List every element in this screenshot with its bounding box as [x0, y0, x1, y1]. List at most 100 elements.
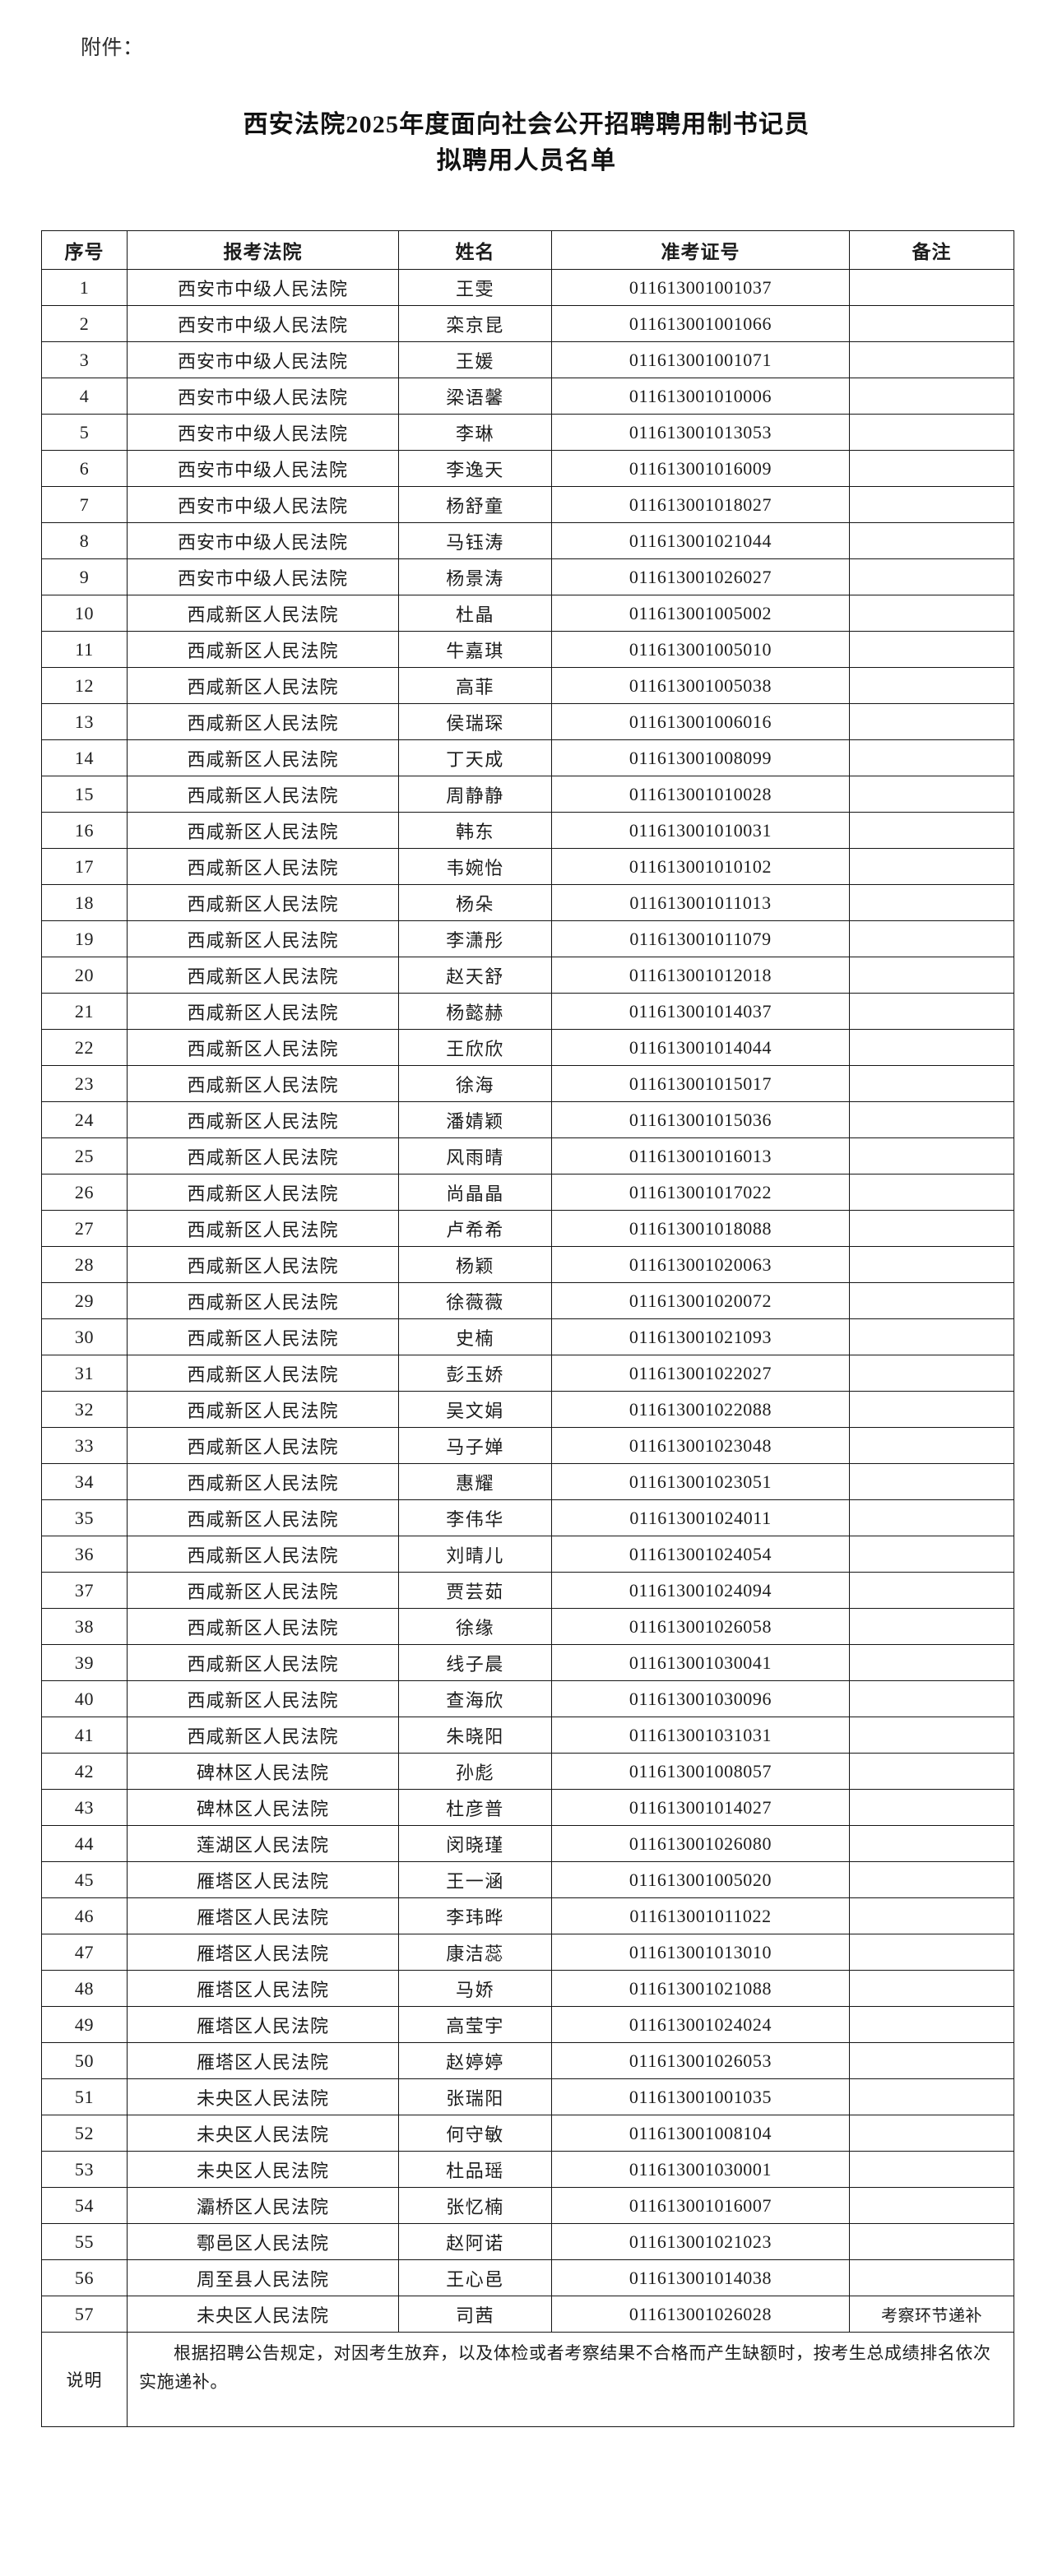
cell-exam-no: 011613001030001 — [551, 2151, 850, 2188]
cell-seq: 57 — [41, 2296, 128, 2333]
cell-court: 西咸新区人民法院 — [127, 1427, 399, 1464]
table-row: 27 西咸新区人民法院 卢希希 011613001018088 — [41, 1210, 1014, 1247]
table-row: 7 西安市中级人民法院 杨舒童 011613001018027 — [41, 486, 1014, 523]
cell-name: 张瑞阳 — [398, 2078, 552, 2115]
cell-name: 赵阿诺 — [398, 2223, 552, 2260]
cell-court: 西咸新区人民法院 — [127, 1536, 399, 1573]
cell-seq: 45 — [41, 1861, 128, 1898]
cell-court: 西咸新区人民法院 — [127, 1644, 399, 1681]
cell-remark — [849, 1934, 1014, 1971]
cell-name: 徐缘 — [398, 1608, 552, 1645]
cell-exam-no: 011613001008099 — [551, 739, 850, 776]
table-row: 23 西咸新区人民法院 徐海 011613001015017 — [41, 1065, 1014, 1102]
cell-name: 王雯 — [398, 269, 552, 306]
cell-court: 西咸新区人民法院 — [127, 1680, 399, 1717]
table-row: 22 西咸新区人民法院 王欣欣 011613001014044 — [41, 1029, 1014, 1066]
cell-name: 王欣欣 — [398, 1029, 552, 1066]
table-row: 50 雁塔区人民法院 赵婷婷 011613001026053 — [41, 2042, 1014, 2079]
cell-exam-no: 011613001005010 — [551, 631, 850, 668]
cell-court: 莲湖区人民法院 — [127, 1825, 399, 1862]
cell-remark — [849, 305, 1014, 342]
cell-remark — [849, 1644, 1014, 1681]
cell-remark — [849, 2115, 1014, 2152]
table-row: 40 西咸新区人民法院 查海欣 011613001030096 — [41, 1680, 1014, 1717]
cell-exam-no: 011613001024054 — [551, 1536, 850, 1573]
cell-name: 王媛 — [398, 341, 552, 378]
note-text: 根据招聘公告规定，对因考生放弃，以及体检或者考察结果不合格而产生缺额时，按考生总… — [139, 2343, 991, 2392]
table-row: 3 西安市中级人民法院 王媛 011613001001071 — [41, 341, 1014, 378]
cell-name: 王一涵 — [398, 1861, 552, 1898]
cell-seq: 29 — [41, 1282, 128, 1319]
table-body: 1 西安市中级人民法院 王雯 011613001001037 2 西安市中级人民法院 栾京昆… — [41, 269, 1014, 2333]
cell-exam-no: 011613001001066 — [551, 305, 850, 342]
cell-court: 西咸新区人民法院 — [127, 1282, 399, 1319]
cell-name: 高菲 — [398, 667, 552, 704]
table-row: 17 西咸新区人民法院 韦婉怡 011613001010102 — [41, 848, 1014, 885]
cell-name: 彭玉娇 — [398, 1355, 552, 1392]
cell-remark — [849, 1825, 1014, 1862]
cell-exam-no: 011613001022027 — [551, 1355, 850, 1392]
cell-remark — [849, 2187, 1014, 2224]
cell-remark — [849, 776, 1014, 813]
cell-exam-no: 011613001012018 — [551, 957, 850, 994]
table-row: 33 西咸新区人民法院 马子婵 011613001023048 — [41, 1427, 1014, 1464]
cell-exam-no: 011613001023051 — [551, 1463, 850, 1500]
cell-exam-no: 011613001015036 — [551, 1101, 850, 1138]
table-row: 41 西咸新区人民法院 朱晓阳 011613001031031 — [41, 1717, 1014, 1754]
table-row: 6 西安市中级人民法院 李逸天 011613001016009 — [41, 450, 1014, 487]
cell-exam-no: 011613001030041 — [551, 1644, 850, 1681]
cell-name: 周静静 — [398, 776, 552, 813]
cell-name: 杨颖 — [398, 1246, 552, 1283]
cell-name: 梁语馨 — [398, 378, 552, 415]
cell-seq: 4 — [41, 378, 128, 415]
cell-remark — [849, 2078, 1014, 2115]
cell-seq: 41 — [41, 1717, 128, 1754]
cell-exam-no: 011613001024024 — [551, 2006, 850, 2043]
cell-exam-no: 011613001010031 — [551, 812, 850, 849]
cell-remark — [849, 414, 1014, 451]
cell-court: 西咸新区人民法院 — [127, 667, 399, 704]
cell-exam-no: 011613001001037 — [551, 269, 850, 306]
table-row: 55 鄠邑区人民法院 赵阿诺 011613001021023 — [41, 2223, 1014, 2260]
cell-name: 马子婵 — [398, 1427, 552, 1464]
cell-court: 西咸新区人民法院 — [127, 1246, 399, 1283]
cell-court: 西安市中级人民法院 — [127, 522, 399, 559]
cell-seq: 50 — [41, 2042, 128, 2079]
cell-seq: 19 — [41, 920, 128, 957]
cell-exam-no: 011613001026053 — [551, 2042, 850, 2079]
cell-name: 杜品瑶 — [398, 2151, 552, 2188]
table-row: 51 未央区人民法院 张瑞阳 011613001001035 — [41, 2078, 1014, 2115]
cell-seq: 13 — [41, 703, 128, 740]
cell-seq: 36 — [41, 1536, 128, 1573]
table-row: 32 西咸新区人民法院 吴文娟 011613001022088 — [41, 1391, 1014, 1428]
cell-court: 雁塔区人民法院 — [127, 1970, 399, 2007]
cell-remark — [849, 920, 1014, 957]
cell-seq: 20 — [41, 957, 128, 994]
cell-exam-no: 011613001031031 — [551, 1717, 850, 1754]
cell-remark — [849, 450, 1014, 487]
cell-court: 西咸新区人民法院 — [127, 1572, 399, 1609]
table-row: 8 西安市中级人民法院 马钰涛 011613001021044 — [41, 522, 1014, 559]
cell-name: 康洁蕊 — [398, 1934, 552, 1971]
cell-exam-no: 011613001015017 — [551, 1065, 850, 1102]
cell-remark — [849, 1897, 1014, 1934]
cell-exam-no: 011613001014044 — [551, 1029, 850, 1066]
table-row: 1 西安市中级人民法院 王雯 011613001001037 — [41, 269, 1014, 306]
table-row: 13 西咸新区人民法院 侯瑞琛 011613001006016 — [41, 703, 1014, 740]
cell-remark — [849, 739, 1014, 776]
cell-remark — [849, 1101, 1014, 1138]
cell-remark — [849, 1174, 1014, 1211]
cell-remark — [849, 1318, 1014, 1355]
cell-court: 周至县人民法院 — [127, 2259, 399, 2296]
cell-seq: 30 — [41, 1318, 128, 1355]
cell-exam-no: 011613001026027 — [551, 558, 850, 595]
table-row: 37 西咸新区人民法院 贾芸茹 011613001024094 — [41, 1572, 1014, 1609]
cell-seq: 16 — [41, 812, 128, 849]
cell-exam-no: 011613001026058 — [551, 1608, 850, 1645]
table-row: 2 西安市中级人民法院 栾京昆 011613001001066 — [41, 305, 1014, 342]
table-row: 14 西咸新区人民法院 丁天成 011613001008099 — [41, 739, 1014, 776]
cell-seq: 1 — [41, 269, 128, 306]
cell-name: 贾芸茹 — [398, 1572, 552, 1609]
cell-court: 西安市中级人民法院 — [127, 269, 399, 306]
cell-remark: 考察环节递补 — [849, 2296, 1014, 2333]
